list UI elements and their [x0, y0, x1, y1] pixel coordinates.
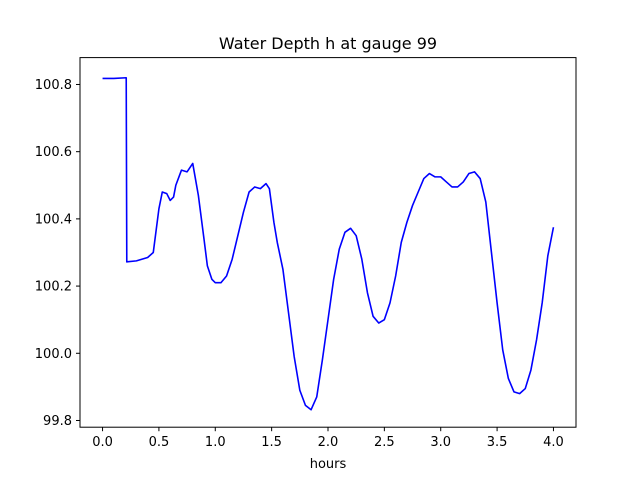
x-tick-label: 3.5: [487, 435, 508, 450]
y-axis: 99.8 100.0 100.2 100.4 100.6 100.8: [35, 78, 80, 429]
plot-area: [102, 76, 555, 411]
x-tick-label: 2.0: [318, 435, 339, 450]
y-tick-label: 100.6: [35, 145, 72, 160]
x-tick-label: 4.0: [543, 435, 564, 450]
y-tick-label: 99.8: [43, 414, 72, 429]
x-axis-label: hours: [310, 457, 347, 472]
x-tick-label: 0.5: [149, 435, 170, 450]
y-tick-label: 100.0: [35, 347, 72, 362]
x-tick-label: 1.0: [205, 435, 226, 450]
series-line-0: [102, 76, 555, 411]
chart-title: Water Depth h at gauge 99: [219, 34, 437, 53]
y-tick-label: 100.8: [35, 78, 72, 93]
x-axis: 0.0 0.5 1.0 1.5 2.0 2.5 3.0 3.5 4.0: [92, 427, 564, 450]
x-tick-label: 3.0: [430, 435, 451, 450]
x-tick-label: 2.5: [374, 435, 395, 450]
y-tick-label: 100.4: [35, 212, 72, 227]
y-tick-label: 100.2: [35, 280, 72, 295]
x-tick-label: 1.5: [261, 435, 282, 450]
x-tick-label: 0.0: [92, 435, 113, 450]
